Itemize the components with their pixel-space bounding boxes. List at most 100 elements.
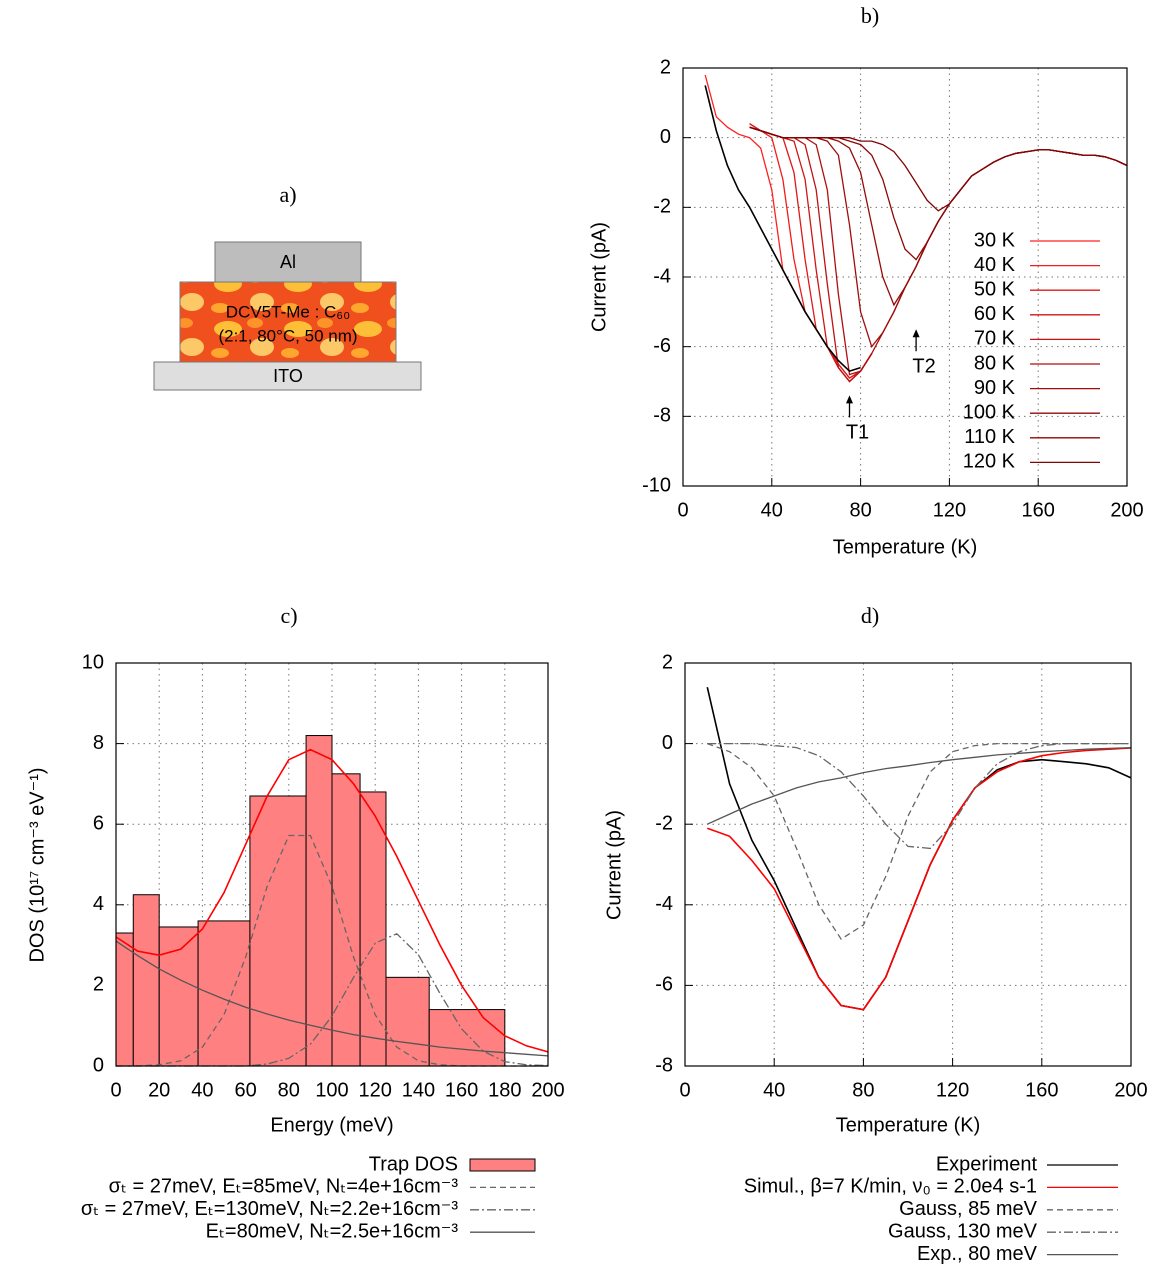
y-tick-label: -2 — [655, 812, 673, 834]
layer-label: DCV5T-Me : C₆₀ — [226, 302, 350, 321]
x-tick-label: 120 — [933, 499, 966, 521]
legend-label: σₜ = 27meV, Eₜ=130meV, Nₜ=2.2e+16cm⁻³ — [81, 1198, 458, 1220]
chart: b) Temperature (K) Current (pA) 0 40 80 120 160… — [588, 3, 1143, 558]
series-line — [707, 742, 1131, 850]
x-tick-label: 200 — [531, 1079, 564, 1101]
chart: d) Temperature (K) Current (pA) 0 40 80 120 160… — [603, 603, 1147, 1265]
legend-label: 120 K — [963, 451, 1016, 473]
x-axis-label: Temperature (K) — [833, 536, 978, 558]
x-tick-label: 180 — [488, 1079, 521, 1101]
plot-frame — [684, 662, 1132, 1067]
y-tick-label: 2 — [660, 56, 671, 78]
layer-label: Al — [280, 252, 296, 272]
y-tick-label: 8 — [93, 732, 104, 754]
x-tick-label: 40 — [763, 1079, 785, 1101]
series-line — [706, 687, 1132, 1011]
histogram-bar — [305, 735, 333, 1067]
y-tick-label: 6 — [93, 812, 104, 834]
y-tick-label: 2 — [662, 651, 673, 673]
histogram-bar — [115, 932, 134, 1067]
x-tick-label: 140 — [402, 1079, 435, 1101]
al-layer — [214, 241, 362, 283]
x-tick-label: 160 — [1025, 1079, 1058, 1101]
y-tick-label: -2 — [653, 196, 671, 218]
y-tick-label: 0 — [662, 732, 673, 754]
legend-label: 80 K — [974, 352, 1016, 374]
series-line — [704, 85, 861, 373]
x-tick-label: 120 — [936, 1079, 969, 1101]
y-tick-label: -4 — [655, 893, 673, 915]
legend-label: 40 K — [974, 254, 1016, 276]
legend-label: Experiment — [936, 1153, 1038, 1175]
x-tick-label: 80 — [849, 499, 871, 521]
series-line — [707, 747, 1132, 1011]
series-line — [707, 746, 1132, 825]
legend-label: Trap DOS — [369, 1153, 458, 1175]
y-tick-label: -6 — [655, 974, 673, 996]
series-line — [749, 126, 1128, 212]
legend-label: Gauss, 85 meV — [899, 1198, 1038, 1220]
legend-label: 90 K — [974, 377, 1016, 399]
histogram-bar — [197, 920, 251, 1067]
histogram-bar — [249, 795, 307, 1067]
series-line — [704, 74, 873, 383]
legend-label: Exp., 80 meV — [917, 1243, 1038, 1265]
x-tick-label: 20 — [148, 1079, 170, 1101]
x-tick-label: 160 — [1022, 499, 1055, 521]
histogram-bar — [132, 894, 160, 1067]
series-line — [115, 748, 549, 1053]
series-line — [115, 940, 549, 1057]
histogram-bar — [385, 976, 430, 1067]
x-tick-label: 200 — [1110, 499, 1143, 521]
x-tick-label: 160 — [445, 1079, 478, 1101]
legend-label: Eₜ=80meV, Nₜ=2.5e+16cm⁻³ — [206, 1220, 459, 1242]
x-tick-label: 200 — [1114, 1079, 1147, 1101]
active-layer — [179, 281, 397, 363]
y-tick-label: 2 — [93, 974, 104, 996]
legend-label: 50 K — [974, 278, 1016, 300]
x-tick-label: 80 — [278, 1079, 300, 1101]
plot-frame — [115, 662, 549, 1067]
y-tick-label: 4 — [93, 893, 104, 915]
x-axis-label: Temperature (K) — [836, 1114, 981, 1136]
layer-label: ITO — [273, 366, 303, 386]
y-axis-label: Current (pA) — [603, 810, 625, 920]
histogram-bar — [359, 791, 387, 1067]
series-line — [707, 742, 1131, 940]
panel-title: c) — [280, 603, 297, 628]
y-tick-label: -8 — [655, 1054, 673, 1076]
panel-title: b) — [861, 3, 879, 28]
series-line — [749, 126, 1128, 307]
histogram-bar — [331, 773, 361, 1067]
y-tick-label: -8 — [653, 405, 671, 427]
panel-title: d) — [861, 603, 879, 628]
ito-layer — [153, 361, 422, 391]
x-tick-label: 60 — [234, 1079, 256, 1101]
annotation: T1 — [846, 422, 869, 444]
annotation: T2 — [912, 356, 935, 378]
legend-swatch — [469, 1158, 536, 1172]
histogram-bar — [428, 1009, 506, 1067]
annotation-arrowhead — [912, 329, 920, 338]
legend-label: σₜ = 27meV, Eₜ=85meV, Nₜ=4e+16cm⁻³ — [109, 1176, 459, 1198]
y-tick-label: 0 — [93, 1054, 104, 1076]
y-tick-label: 0 — [660, 126, 671, 148]
y-tick-label: -10 — [642, 474, 671, 496]
x-axis-label: Energy (meV) — [270, 1114, 393, 1136]
y-tick-label: 10 — [82, 651, 104, 673]
y-axis-label: Current (pA) — [588, 222, 610, 332]
legend-label: 30 K — [974, 229, 1016, 251]
legend-label: 110 K — [964, 426, 1015, 448]
legend-label: Simul., β=7 K/min, ν₀ = 2.0e4 s-1 — [744, 1176, 1037, 1198]
layer-label: (2:1, 80°C, 50 nm) — [218, 326, 357, 345]
x-tick-label: 80 — [852, 1079, 874, 1101]
x-tick-label: 40 — [761, 499, 783, 521]
x-tick-label: 0 — [110, 1079, 121, 1101]
legend-label: Gauss, 130 meV — [888, 1220, 1038, 1242]
x-tick-label: 40 — [191, 1079, 213, 1101]
annotation-arrowhead — [846, 395, 853, 404]
device-diagram: a) Al DCV5T-Me : C₆₀ (2:1, 80°C, 50 nm) … — [153, 182, 422, 391]
x-tick-label: 120 — [359, 1079, 392, 1101]
y-tick-label: -4 — [653, 265, 671, 287]
